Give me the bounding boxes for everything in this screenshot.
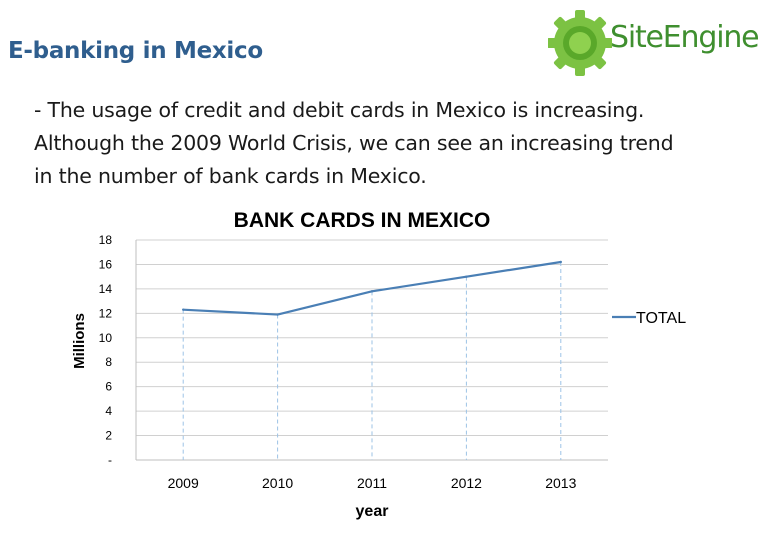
body-paragraph: - The usage of credit and debit cards in… <box>34 94 754 193</box>
chart-title: BANK CARDS IN MEXICO <box>234 209 491 232</box>
legend-label-total: TOTAL <box>636 310 686 327</box>
data-point <box>465 275 468 278</box>
y-tick-label: - <box>108 453 112 467</box>
body-line: in the number of bank cards in Mexico. <box>34 164 427 188</box>
y-tick-label: 8 <box>105 355 112 369</box>
data-point <box>370 290 374 293</box>
x-tick-label: 2009 <box>168 475 199 491</box>
y-tick-label: 6 <box>105 380 112 394</box>
x-tick-label: 2010 <box>262 475 293 491</box>
data-point <box>182 308 185 311</box>
x-tick-label: 2012 <box>451 475 482 491</box>
body-line: Although the 2009 World Crisis, we can s… <box>34 131 674 155</box>
y-tick-label: 4 <box>105 404 112 418</box>
body-line: - The usage of credit and debit cards in… <box>34 98 645 122</box>
y-tick-label: 10 <box>99 331 113 345</box>
slide-title: E-banking in Mexico <box>8 38 263 64</box>
x-axis-label: year <box>356 503 389 520</box>
gear-icon <box>547 10 613 76</box>
y-tick-label: 2 <box>105 429 112 443</box>
x-tick-label: 2013 <box>545 475 576 491</box>
data-point <box>559 260 562 264</box>
y-tick-label: 14 <box>99 282 113 296</box>
y-axis-label: Millions <box>71 313 88 369</box>
y-tick-label: 16 <box>99 257 113 271</box>
logo-text: SiteEngine <box>610 20 760 55</box>
siteengine-logo: SiteEngine <box>547 8 774 78</box>
data-point <box>276 313 279 316</box>
x-tick-label: 2011 <box>357 475 387 491</box>
y-tick-label: 12 <box>99 306 113 320</box>
y-tick-label: 18 <box>99 233 113 247</box>
